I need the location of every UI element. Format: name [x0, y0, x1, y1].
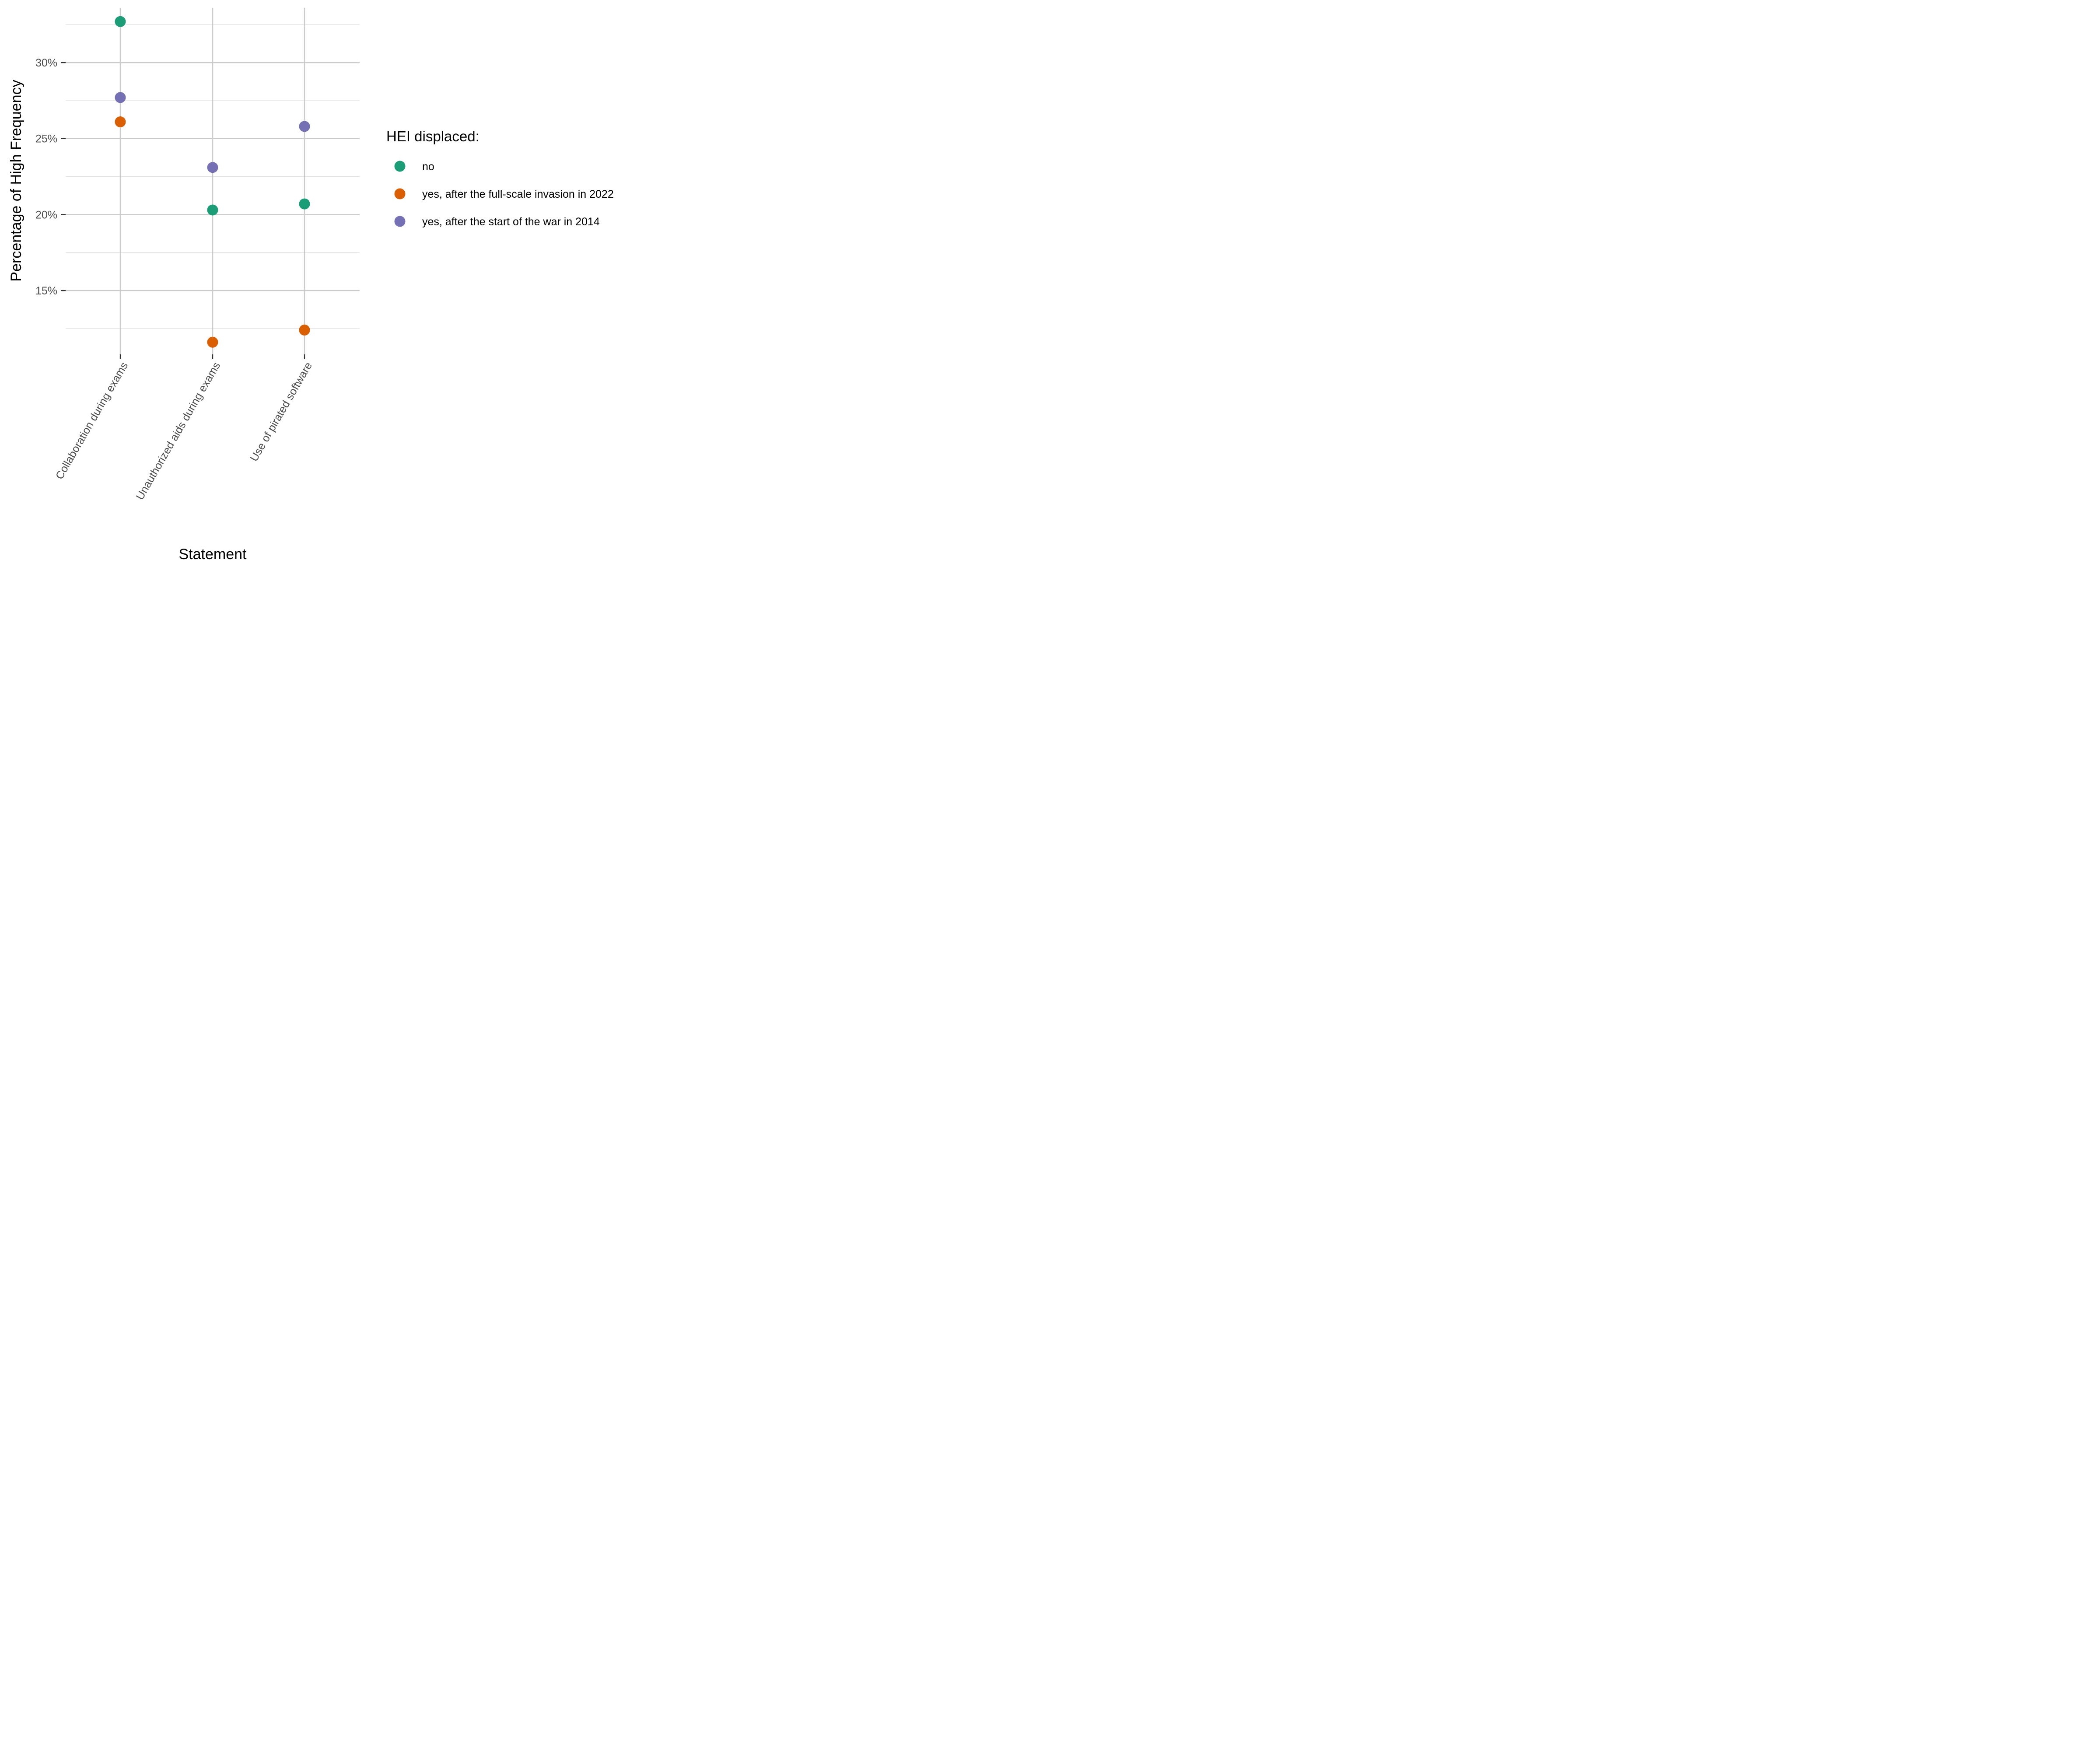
x-tick-label: Unauthorized aids during exams: [134, 360, 223, 502]
data-point: [115, 116, 126, 128]
data-points: [115, 16, 310, 348]
data-point: [207, 336, 218, 348]
data-point: [299, 324, 310, 336]
data-point: [115, 92, 126, 103]
legend-label: yes, after the full-scale invasion in 20…: [422, 188, 614, 200]
y-tick-label: 15%: [35, 285, 57, 297]
legend: HEI displaced: no yes, after the full-sca…: [386, 128, 614, 228]
data-point: [207, 162, 218, 173]
y-axis-title: Percentage of High Frequency: [8, 80, 24, 281]
grid-major: [66, 8, 360, 354]
legend-label: yes, after the start of the war in 2014: [422, 216, 600, 228]
legend-label: no: [422, 161, 434, 173]
y-tick-label: 25%: [35, 133, 57, 145]
legend-key: [394, 216, 406, 227]
x-axis-ticks: Collaboration during exams Unauthorized a…: [53, 354, 315, 502]
data-point: [299, 198, 310, 210]
data-point: [115, 16, 126, 27]
y-axis-ticks: 15% 20% 25% 30%: [35, 57, 66, 297]
data-point: [299, 121, 310, 132]
data-point: [207, 204, 218, 216]
legend-key: [394, 161, 406, 172]
x-tick-label: Collaboration during exams: [53, 360, 130, 482]
legend-title: HEI displaced:: [386, 128, 480, 144]
chart: 15%20%25%30% Collaboration during exams U…: [8, 8, 614, 563]
legend-key: [394, 188, 406, 200]
x-axis-title: Statement: [179, 546, 247, 563]
x-tick-label: Use of pirated software: [248, 360, 315, 464]
y-tick-label: 30%: [35, 57, 57, 69]
y-tick-label: 20%: [35, 209, 57, 221]
